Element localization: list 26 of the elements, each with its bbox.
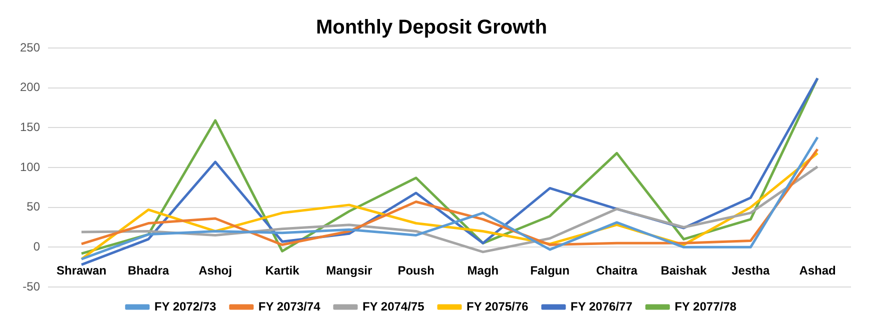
y-tick-label: 150 xyxy=(20,120,40,134)
x-tick-label: Ashad xyxy=(799,264,836,278)
y-tick-label: 250 xyxy=(20,40,40,54)
legend-label: FY 2072/73 xyxy=(154,299,217,314)
y-tick-label: 50 xyxy=(26,200,40,214)
y-tick-label: 200 xyxy=(20,80,40,94)
chart-title: Monthly Deposit Growth xyxy=(316,16,548,39)
legend-label: FY 2075/76 xyxy=(466,299,529,314)
legend-label: FY 2073/74 xyxy=(258,299,321,314)
x-tick-label: Shrawan xyxy=(56,264,106,278)
x-tick-label: Jestha xyxy=(732,264,770,278)
y-tick-label: 0 xyxy=(33,239,40,254)
x-tick-label: Kartik xyxy=(265,264,300,278)
y-tick-label: -50 xyxy=(22,279,40,294)
x-tick-label: Ashoj xyxy=(198,264,232,278)
legend-label: FY 2074/75 xyxy=(362,299,425,314)
legend-label: FY 2076/77 xyxy=(570,299,633,314)
x-tick-label: Chaitra xyxy=(596,264,638,278)
x-tick-label: Baishak xyxy=(660,264,708,278)
x-tick-label: Bhadra xyxy=(128,264,170,278)
x-tick-label: Falgun xyxy=(530,264,570,278)
x-tick-label: Mangsir xyxy=(326,264,372,278)
x-tick-label: Poush xyxy=(398,264,434,278)
legend-label: FY 2077/78 xyxy=(674,299,737,314)
x-tick-label: Magh xyxy=(467,264,499,278)
y-tick-label: 100 xyxy=(20,160,40,174)
